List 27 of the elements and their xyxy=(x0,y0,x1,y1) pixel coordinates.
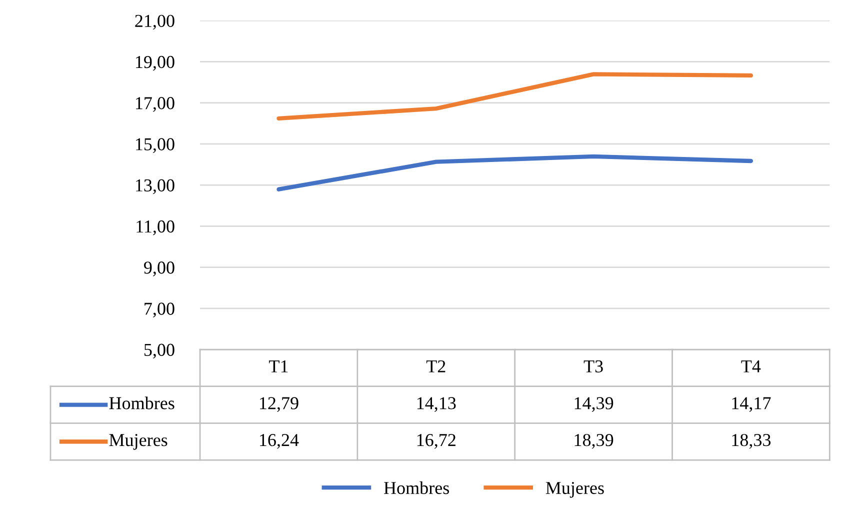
legend-label: Mujeres xyxy=(109,434,168,450)
data-label: 16,72 xyxy=(417,434,456,449)
y-tick-label: 5,00 xyxy=(144,344,174,359)
data-label: 16,24 xyxy=(260,434,299,449)
y-tick-label: 17,00 xyxy=(136,97,174,112)
x-tick-label: T4 xyxy=(741,360,761,372)
line-series xyxy=(276,72,754,121)
y-tick-label: 13,00 xyxy=(136,179,174,194)
y-tick-label: 9,00 xyxy=(144,262,174,276)
y-tick-label: 19,00 xyxy=(136,56,174,71)
x-tick-label: T3 xyxy=(584,360,603,372)
x-tick-label: T2 xyxy=(426,360,446,372)
line-series xyxy=(276,154,754,192)
data-label: 18,33 xyxy=(732,434,771,449)
data-label: 14,39 xyxy=(574,397,614,412)
text: Mujeres xyxy=(546,482,604,498)
data-label: 12,79 xyxy=(260,397,298,412)
data-label: 14,17 xyxy=(732,397,771,412)
text: Hombres xyxy=(384,481,449,494)
data-label: 14,13 xyxy=(417,397,456,412)
data-label: 18,39 xyxy=(574,434,614,449)
y-tick-label: 21,00 xyxy=(135,14,174,30)
y-tick-label: 11,00 xyxy=(136,220,174,236)
y-tick-label: 7,00 xyxy=(144,302,174,318)
y-tick-label: 15,00 xyxy=(136,138,174,153)
legend-label: Hombres xyxy=(109,396,174,410)
x-tick-label: T1 xyxy=(269,360,288,372)
